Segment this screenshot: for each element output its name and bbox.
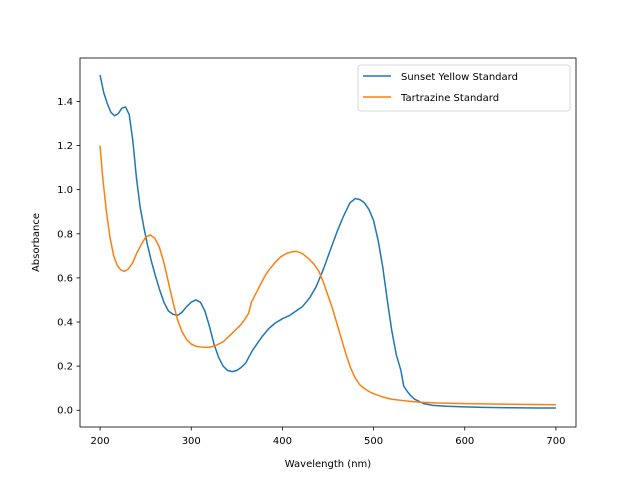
- y-tick-label: 0.0: [57, 406, 73, 417]
- legend-box: [357, 64, 571, 112]
- x-axis-label: Wavelength (nm): [285, 459, 371, 470]
- y-tick-label: 0.4: [57, 318, 73, 329]
- y-tick-label: 0.8: [57, 229, 73, 240]
- legend: Sunset Yellow Standard Tartrazine Standa…: [357, 64, 571, 112]
- x-tick-label: 400: [273, 436, 292, 447]
- x-tick-label: 700: [546, 436, 565, 447]
- y-tick-label: 1.0: [57, 185, 73, 196]
- y-tick-label: 0.6: [57, 273, 73, 284]
- y-tick-label: 1.2: [57, 141, 73, 152]
- x-tick-label: 500: [364, 436, 383, 447]
- x-axis: 200 300 400 500 600 700: [91, 427, 565, 447]
- series-line-tartrazine: [99, 145, 556, 406]
- x-tick-label: 300: [182, 436, 201, 447]
- x-tick-label: 600: [455, 436, 474, 447]
- legend-label-tartrazine: Tartrazine Standard: [400, 93, 499, 104]
- y-tick-label: 1.4: [57, 97, 73, 108]
- y-axis-label: Absorbance: [31, 213, 42, 272]
- x-tick-label: 200: [91, 436, 110, 447]
- legend-label-sunset-yellow: Sunset Yellow Standard: [401, 72, 518, 83]
- series-line-sunset-yellow: [99, 74, 556, 409]
- series-layer: [99, 74, 556, 409]
- y-axis: 0.0 0.2 0.4 0.6 0.8 1.0 1.2 1.4: [57, 97, 80, 417]
- plot-area-frame: [79, 57, 577, 428]
- y-tick-label: 0.2: [57, 362, 73, 373]
